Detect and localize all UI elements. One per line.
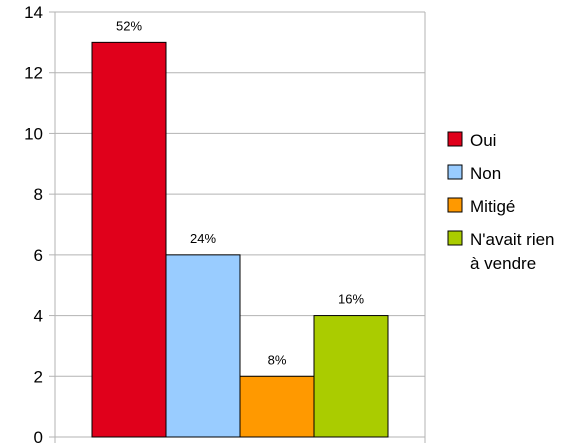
bar-3 [239,375,315,438]
y-tick-label: 14 [24,3,43,22]
legend-label: Mitigé [470,197,515,216]
legend-label: à vendre [470,254,536,273]
legend-swatch [447,164,463,180]
y-tick-label: 8 [34,185,43,204]
y-tick-label: 12 [24,64,43,83]
legend-label: Oui [470,131,496,150]
legend-label: N'avait rien [470,230,555,249]
legend-swatch [447,131,463,147]
data-label: 16% [338,292,364,307]
data-label: 24% [190,231,216,246]
bar-1 [91,41,167,438]
y-tick-label: 10 [24,124,43,143]
legend-swatch [447,230,463,246]
legend-swatch [447,197,463,213]
y-tick-label: 0 [34,428,43,446]
bar-4 [313,315,389,438]
y-tick-label: 2 [34,367,43,386]
y-tick-label: 4 [34,307,43,326]
bar-2 [165,254,241,438]
data-label: 52% [116,18,142,33]
legend-label: Non [470,164,501,183]
y-tick-label: 6 [34,246,43,265]
data-label: 8% [268,352,287,367]
